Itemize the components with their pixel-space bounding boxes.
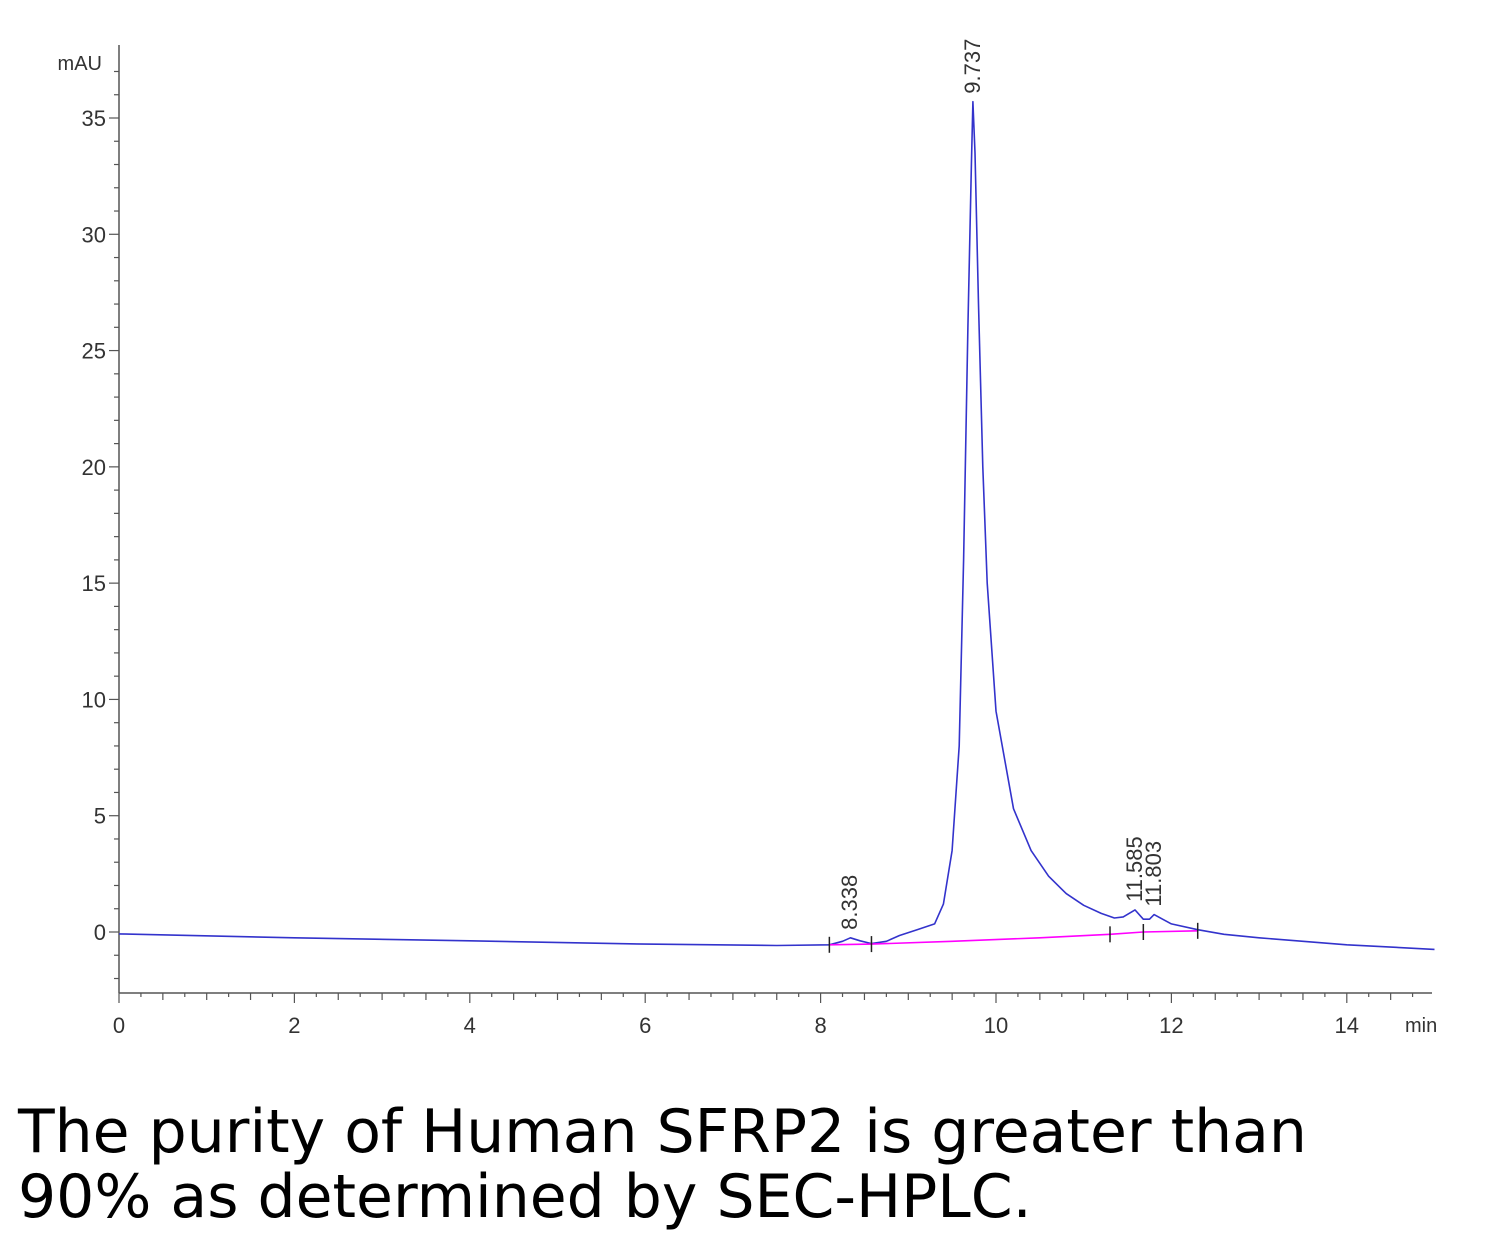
x-tick-label: 2 (288, 1013, 300, 1038)
series-layer (118, 100, 1435, 951)
y-tick-label: 20 (82, 455, 106, 480)
signal-trace (118, 100, 1435, 951)
y-tick-label: 10 (82, 687, 106, 712)
purity-caption: The purity of Human SFRP2 is greater tha… (18, 1100, 1478, 1230)
y-tick-label: 15 (82, 571, 106, 596)
y-axis-ticks: 0 5 10 15 20 25 30 35 (82, 70, 119, 980)
caption-line-2: 90% as determined by SEC-HPLC. (18, 1162, 1032, 1232)
peak-label: 11.803 (1141, 841, 1166, 907)
x-tick-label: 4 (464, 1013, 476, 1038)
x-tick-label: 8 (814, 1013, 826, 1038)
y-tick-label: 5 (94, 804, 106, 829)
x-tick-label: 6 (639, 1013, 651, 1038)
integration-marks (828, 922, 1199, 953)
y-tick-label: 0 (94, 920, 106, 945)
x-axis-unit-label: min (1405, 1015, 1437, 1037)
x-tick-label: 10 (984, 1013, 1008, 1038)
peak-label: 11.585 (1122, 836, 1147, 902)
peak-label: 8.338 (837, 875, 862, 930)
x-axis-ticks: 0 2 4 6 8 10 12 14 (113, 993, 1414, 1038)
baseline-trace (829, 930, 1198, 946)
x-tick-label: 12 (1159, 1013, 1183, 1038)
y-tick-label: 25 (82, 339, 106, 364)
caption-line-1: The purity of Human SFRP2 is greater tha… (18, 1097, 1307, 1167)
peak-label: 9.737 (960, 39, 985, 94)
chromatogram-chart: mAU min 0 5 10 15 20 25 30 35 0 2 4 6 8 10 12 14 8.338… (58, 39, 1438, 1038)
x-tick-label: 0 (113, 1013, 125, 1038)
y-axis-unit-label: mAU (58, 53, 102, 75)
y-tick-label: 30 (82, 222, 106, 247)
y-tick-label: 35 (82, 106, 106, 131)
x-tick-label: 14 (1335, 1013, 1359, 1038)
